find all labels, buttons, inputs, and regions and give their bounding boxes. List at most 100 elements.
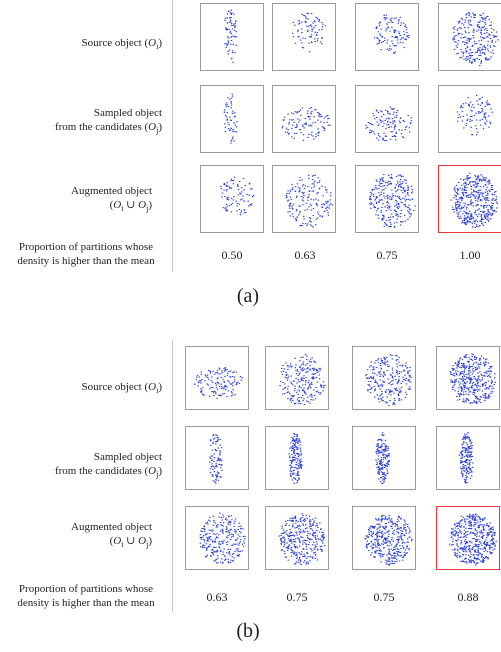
point — [386, 455, 388, 457]
point — [455, 35, 457, 37]
point — [481, 223, 484, 225]
point — [288, 123, 290, 125]
point — [226, 118, 228, 120]
point — [480, 402, 482, 404]
point — [321, 536, 324, 538]
point — [212, 443, 214, 445]
point — [411, 191, 413, 193]
point — [392, 540, 394, 542]
point — [224, 555, 226, 557]
point — [289, 119, 291, 121]
point — [475, 191, 477, 193]
point — [454, 524, 456, 526]
point — [319, 215, 321, 217]
point — [453, 534, 455, 536]
point — [395, 213, 397, 215]
point — [397, 551, 399, 553]
point — [328, 207, 330, 209]
point — [226, 17, 228, 19]
point — [475, 179, 478, 181]
point — [234, 131, 236, 133]
point — [395, 131, 397, 133]
point — [224, 559, 226, 561]
point — [410, 377, 412, 379]
point — [452, 531, 454, 533]
point — [211, 463, 213, 465]
point — [396, 544, 398, 546]
point — [308, 194, 310, 196]
point — [380, 179, 382, 181]
scatter-a-sampled-4 — [438, 85, 501, 153]
point — [401, 539, 403, 541]
point — [404, 191, 406, 193]
point — [470, 199, 473, 201]
point — [293, 469, 295, 471]
point — [387, 120, 389, 122]
point — [385, 219, 388, 221]
point — [304, 528, 307, 530]
point — [299, 187, 301, 189]
point — [311, 29, 313, 31]
point — [467, 554, 470, 556]
point — [460, 525, 463, 527]
point — [200, 390, 203, 392]
point — [465, 393, 467, 395]
point — [486, 397, 489, 399]
point — [307, 538, 309, 540]
point — [233, 196, 235, 198]
point — [395, 544, 397, 546]
point — [389, 382, 391, 384]
point — [304, 392, 306, 394]
point — [449, 543, 451, 545]
point — [473, 400, 475, 402]
point — [320, 528, 322, 530]
point — [218, 453, 221, 455]
point — [294, 441, 296, 443]
point — [382, 375, 384, 377]
point — [288, 540, 291, 542]
point — [280, 549, 283, 551]
point — [370, 365, 372, 367]
point — [456, 111, 459, 113]
point — [492, 45, 495, 47]
point — [302, 356, 304, 358]
point — [467, 459, 469, 461]
point — [308, 360, 310, 362]
point — [380, 110, 382, 112]
point — [384, 542, 387, 544]
point — [323, 545, 326, 547]
point — [459, 556, 461, 558]
point — [301, 196, 303, 198]
point — [491, 189, 493, 191]
point — [289, 470, 292, 472]
point — [480, 174, 482, 176]
point — [491, 552, 493, 554]
point — [408, 127, 411, 129]
point — [458, 212, 460, 214]
point — [468, 540, 471, 542]
point — [475, 562, 478, 564]
point — [292, 399, 294, 401]
point — [386, 541, 388, 543]
point — [454, 362, 457, 364]
point — [372, 527, 375, 529]
point — [376, 137, 378, 139]
point — [306, 224, 308, 226]
point — [384, 477, 387, 479]
point — [294, 466, 296, 468]
point — [387, 127, 390, 129]
point — [378, 201, 380, 203]
point — [485, 199, 487, 201]
point — [306, 527, 308, 529]
point — [327, 214, 330, 216]
point — [306, 25, 308, 27]
point — [231, 35, 233, 37]
point — [477, 388, 479, 390]
point — [220, 476, 222, 478]
point — [462, 188, 464, 190]
point — [480, 530, 483, 532]
point — [213, 471, 216, 473]
point — [314, 121, 317, 123]
point — [490, 381, 493, 383]
point — [231, 12, 233, 14]
